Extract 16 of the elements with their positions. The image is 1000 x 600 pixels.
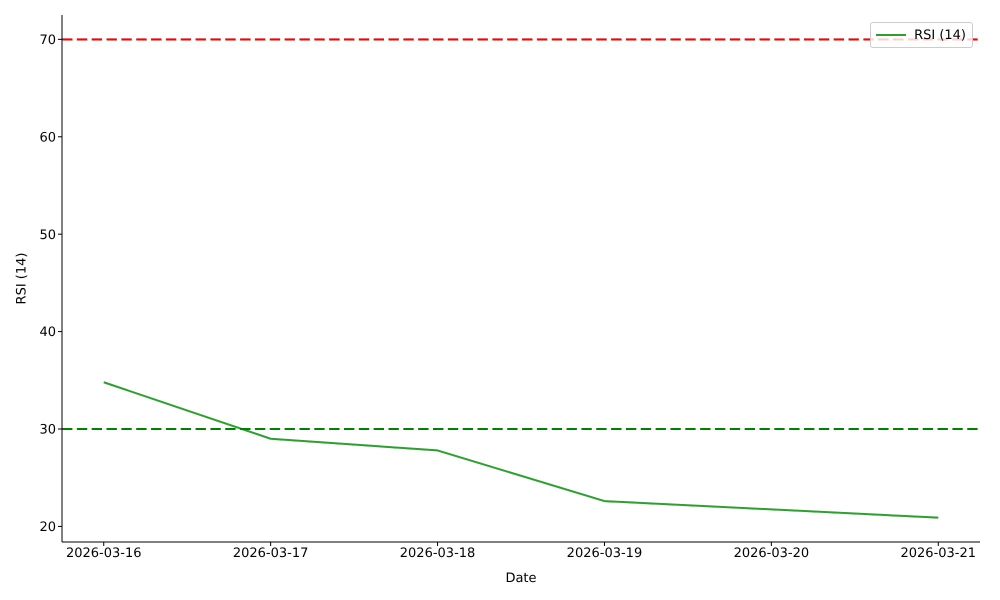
x-tick-label: 2026-03-18 <box>400 546 476 562</box>
x-tick-label: 2026-03-19 <box>566 546 642 562</box>
y-tick-label: 50 <box>39 228 56 243</box>
x-axis-title: Date <box>505 571 537 586</box>
x-tick-label: 2026-03-17 <box>232 546 308 562</box>
y-tick-label: 70 <box>39 32 56 48</box>
y-tick-label: 40 <box>39 325 56 340</box>
line-series <box>102 381 940 519</box>
y-tick-label: 60 <box>39 130 56 146</box>
y-axis-title: RSI (14) <box>14 252 30 304</box>
x-tick-label: 2026-03-20 <box>734 546 810 562</box>
legend-label: RSI (14) <box>914 28 966 42</box>
x-tick-label: 2026-03-16 <box>66 546 142 562</box>
x-tick-label: 2026-03-21 <box>900 546 976 562</box>
y-tick-label: 20 <box>39 520 56 536</box>
y-tick-label: 30 <box>39 422 56 438</box>
